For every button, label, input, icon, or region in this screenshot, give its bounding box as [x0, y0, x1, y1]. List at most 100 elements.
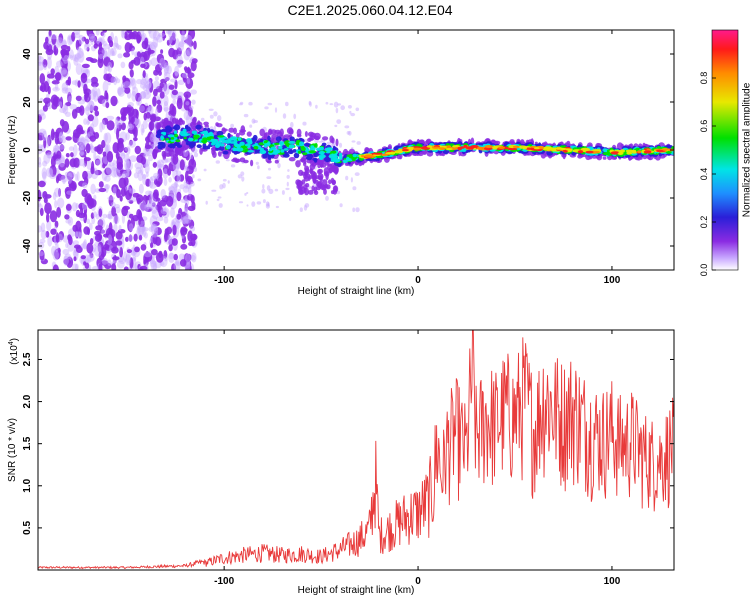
spectrogram-cell — [62, 103, 69, 115]
spectrogram-cell — [163, 216, 169, 224]
spectrogram-cell — [187, 72, 195, 79]
spectrogram-cell — [121, 122, 126, 131]
spectrogram-cell — [61, 82, 68, 92]
spectrogram-cell — [335, 158, 341, 163]
snr-ytick-label: 0.5 — [22, 521, 33, 535]
spectrogram-cell — [190, 60, 197, 72]
spectrogram-cell — [45, 48, 54, 56]
spectrogram-cell — [116, 141, 124, 153]
spectrogram-cell — [154, 76, 159, 81]
spectrogram-cell — [46, 73, 55, 79]
spectrogram-cell — [213, 111, 218, 117]
spectrogram-cell — [325, 149, 331, 154]
spectrogram-cell — [274, 142, 280, 146]
spectrogram-cell — [189, 225, 196, 232]
spectrogram-cell — [119, 152, 125, 157]
spectrogram-cell — [186, 77, 191, 85]
spectrogram-cell — [149, 176, 154, 189]
spectrogram-cell — [122, 205, 130, 211]
spectrogram-cell — [155, 216, 164, 222]
spectrogram-cell — [331, 166, 335, 172]
spectrogram-cell — [50, 68, 55, 75]
spectrogram-cell — [150, 57, 158, 67]
spectrogram-cell — [261, 188, 266, 194]
spectrogram-cell — [152, 262, 157, 270]
spectrogram-cell — [53, 44, 57, 55]
spectrogram-cell — [127, 102, 134, 108]
spectrogram-cell — [89, 57, 94, 63]
spectrogram-cell — [426, 145, 433, 148]
spectrogram-cell — [62, 248, 70, 255]
spectrogram-cell — [105, 102, 110, 109]
spectrogram-cell — [67, 91, 72, 104]
spectrogram-cell — [173, 130, 178, 135]
spectrogram-cell — [101, 228, 105, 235]
spectrogram-cell — [163, 107, 170, 112]
spectrogram-cell — [166, 121, 173, 124]
spectrogram-cell — [171, 32, 176, 39]
spectrogram-cell — [350, 112, 356, 117]
spectrogram-cell — [253, 120, 258, 123]
spectrogram-cell — [331, 155, 339, 159]
spectrogram-cell — [338, 152, 343, 157]
spectrogram-cell — [239, 141, 245, 146]
spectrogram-cell — [179, 30, 187, 36]
spectrogram-cell — [61, 87, 69, 94]
spectrogram-cell — [86, 46, 90, 52]
spectrogram-cell — [186, 177, 191, 182]
snr-ytick-label: 1.0 — [22, 478, 33, 492]
spectrogram-cell — [193, 152, 199, 158]
spectrogram-cell — [168, 252, 174, 260]
spectrogram-cell — [103, 56, 111, 67]
spectrogram-cell — [165, 30, 172, 35]
spectrogram-cell — [50, 128, 55, 141]
spectrogram-cell — [110, 31, 114, 42]
spectrogram-cell — [144, 206, 153, 212]
spectrogram-cell — [145, 75, 149, 84]
spectrogram-cell — [167, 134, 175, 138]
spectrogram-cell — [125, 254, 131, 266]
spectrogram-cell — [93, 132, 100, 139]
spectrogram-cell — [46, 56, 52, 69]
spectrogram-cell — [46, 93, 50, 99]
spectrogram-cell — [38, 162, 42, 168]
spectrogram-cell — [140, 244, 147, 251]
spectrogram-cell — [95, 225, 103, 231]
spectrogram-cell — [89, 89, 97, 100]
spectrogram-cell — [180, 198, 189, 203]
spectrogram-cell — [101, 139, 106, 149]
snr-ylabel: SNR (10 * v/v) — [7, 418, 18, 482]
spectrogram-panel: -100 0 100 -40 -20 0 20 40 Height of straight l… — [7, 29, 675, 297]
spectrogram-cell — [217, 141, 222, 144]
spectrogram-cell — [285, 101, 289, 107]
spectrogram-cell — [90, 166, 95, 175]
spectrogram-cell — [183, 133, 191, 136]
spectrogram-cell — [304, 131, 308, 137]
spectrogram-cell — [97, 219, 104, 228]
spectrogram-cell — [54, 248, 61, 260]
spectrogram-cell — [274, 107, 278, 113]
spectrogram-cell — [43, 153, 51, 164]
spectrogram-cell — [54, 200, 58, 209]
spectrogram-cell — [151, 232, 158, 238]
spectrogram-cell — [117, 229, 126, 234]
spectrogram-cell — [113, 78, 118, 86]
spectrogram-cell — [86, 218, 91, 225]
spectrogram-cell — [270, 146, 277, 151]
spectrogram-cell — [64, 87, 73, 95]
spectrogram-cell — [150, 203, 158, 215]
spectrogram-cell — [102, 80, 109, 93]
spectrogram-cell — [39, 97, 44, 103]
spectrogram-cell — [71, 80, 78, 86]
spectrogram-cell — [297, 180, 303, 187]
spectrogram-cell — [200, 140, 208, 143]
spectrogram-cell — [140, 91, 147, 99]
spectrogram-ytick-label: -20 — [22, 190, 33, 205]
spectrogram-cell — [340, 105, 346, 111]
spectrogram-cell — [124, 42, 132, 53]
spectrogram-cell — [352, 157, 356, 162]
spectrogram-cell — [102, 163, 106, 169]
spectrogram-cell — [196, 144, 202, 149]
spectrogram-cell — [84, 38, 90, 45]
spectrogram-cell — [142, 119, 148, 130]
